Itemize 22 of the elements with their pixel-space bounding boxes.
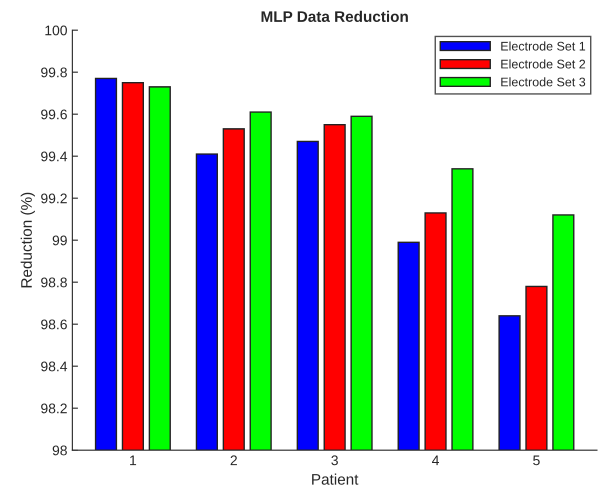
y-tick-label: 98.6 bbox=[41, 320, 67, 330]
legend-label: Electrode Set 2 bbox=[501, 59, 586, 69]
x-tick-label: 2 bbox=[230, 455, 237, 466]
x-tick-label: 1 bbox=[130, 456, 136, 466]
x-axis-title: Patient bbox=[312, 474, 358, 485]
y-tick-label: 99.4 bbox=[41, 152, 68, 162]
legend-label: Electrode Set 1 bbox=[501, 41, 586, 51]
y-tick-label: 99.8 bbox=[41, 68, 67, 78]
y-axis-title: Reduction (%) bbox=[20, 192, 35, 288]
y-tick-label: 99 bbox=[52, 236, 67, 246]
x-tick-label: 5 bbox=[533, 456, 540, 466]
y-tick-label: 99.6 bbox=[41, 110, 67, 120]
x-tick-label: 3 bbox=[331, 455, 338, 466]
y-tick-label: 99.2 bbox=[41, 194, 67, 204]
y-tick-label: 98.4 bbox=[41, 362, 68, 372]
chart-title: MLP Data Reduction bbox=[262, 10, 408, 22]
y-tick-label: 98.2 bbox=[41, 404, 67, 414]
y-tick-label: 100 bbox=[45, 26, 67, 36]
x-tick-label: 4 bbox=[432, 456, 440, 466]
legend-label: Electrode Set 3 bbox=[501, 77, 586, 86]
y-tick-label: 98.8 bbox=[41, 278, 67, 288]
y-tick-label: 98 bbox=[52, 446, 67, 456]
